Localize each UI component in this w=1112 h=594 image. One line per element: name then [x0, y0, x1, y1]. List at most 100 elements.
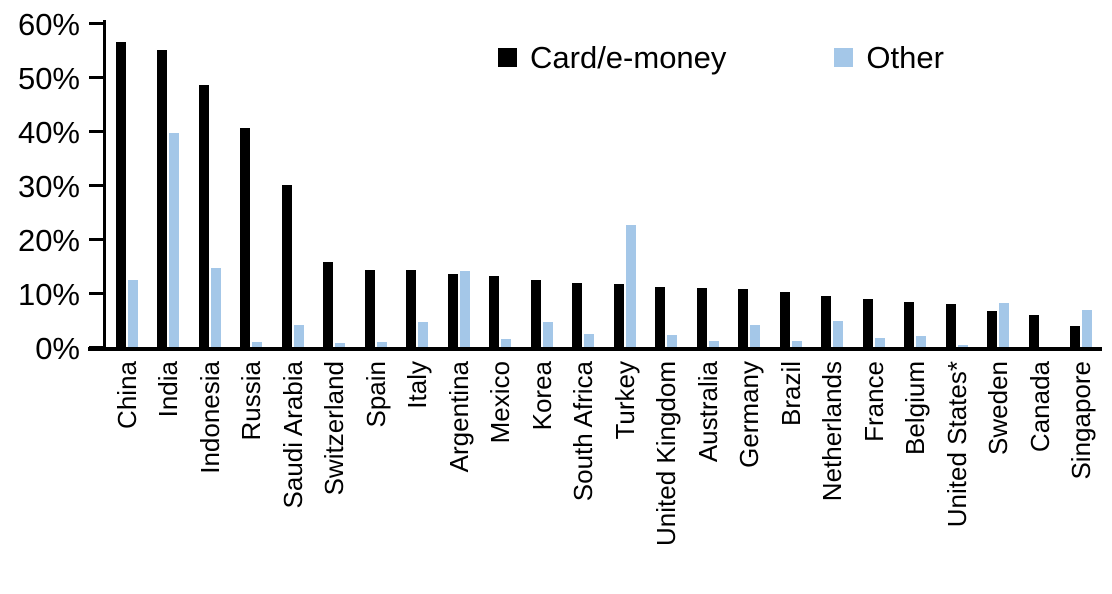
legend: Card/e-money Other	[498, 42, 944, 73]
bar-card-e-money-switzerland	[323, 262, 334, 347]
legend-swatch-other	[834, 48, 854, 67]
x-category-label-germany: Germany	[734, 361, 765, 468]
x-label-cell-mexico: Mexico	[480, 361, 522, 443]
y-tick-label-0: 0%	[35, 331, 80, 366]
x-label-cell-india: India	[148, 361, 190, 417]
bar-group-china	[106, 23, 148, 347]
x-category-label-france: France	[858, 361, 889, 442]
x-category-label-united-states: United States*	[941, 361, 972, 528]
bar-other-indonesia	[210, 268, 221, 347]
x-category-label-indonesia: Indonesia	[194, 361, 225, 474]
x-category-label-argentina: Argentina	[443, 361, 474, 473]
bar-group-italy	[397, 23, 439, 347]
bar-group-turkey	[604, 23, 646, 347]
bar-card-e-money-netherlands	[821, 296, 832, 347]
x-label-cell-italy: Italy	[397, 361, 439, 409]
x-category-label-saudi-arabia: Saudi Arabia	[277, 361, 308, 509]
bar-card-e-money-indonesia	[198, 85, 209, 347]
bar-card-e-money-united-kingdom	[655, 286, 666, 347]
bar-group-netherlands	[812, 23, 854, 347]
x-label-cell-united-kingdom: United Kingdom	[646, 361, 688, 546]
x-label-cell-korea: Korea	[521, 361, 563, 430]
bar-group-sweden	[978, 23, 1020, 347]
x-category-label-netherlands: Netherlands	[817, 361, 848, 502]
bar-other-italy	[418, 321, 429, 347]
x-category-label-united-kingdom: United Kingdom	[651, 361, 682, 546]
bar-card-e-money-brazil	[779, 292, 790, 347]
y-tick-label-40: 40%	[17, 115, 80, 150]
bar-group-united-kingdom	[646, 23, 688, 347]
x-label-cell-argentina: Argentina	[438, 361, 480, 472]
x-label-cell-france: France	[853, 361, 895, 442]
bar-other-russia	[252, 341, 263, 347]
bar-card-e-money-korea	[530, 280, 541, 347]
y-tick-10	[89, 292, 104, 295]
bar-other-singapore	[1082, 310, 1093, 347]
y-tick-label-20: 20%	[17, 223, 80, 258]
x-category-label-belgium: Belgium	[900, 361, 931, 455]
y-tick-50	[89, 76, 104, 79]
x-category-label-brazil: Brazil	[775, 361, 806, 427]
bar-other-australia	[708, 341, 719, 347]
bar-other-saudi-arabia	[293, 325, 304, 347]
bar-card-e-money-argentina	[447, 273, 458, 347]
bar-card-e-money-france	[862, 299, 873, 347]
x-label-cell-saudi-arabia: Saudi Arabia	[272, 361, 314, 508]
x-category-label-spain: Spain	[360, 361, 391, 428]
bar-other-argentina	[459, 271, 470, 347]
bar-group-india	[148, 23, 190, 347]
x-label-cell-china: China	[106, 361, 148, 429]
bar-group-saudi-arabia	[272, 23, 314, 347]
x-category-label-china: China	[111, 361, 142, 429]
bar-card-e-money-germany	[738, 289, 749, 347]
bar-other-belgium	[916, 335, 927, 347]
legend-item-other: Other	[834, 42, 944, 73]
y-tick-label-30: 30%	[17, 169, 80, 204]
y-tick-label-10: 10%	[17, 277, 80, 312]
x-category-label-australia: Australia	[692, 361, 723, 463]
x-category-label-korea: Korea	[526, 361, 557, 431]
bar-card-e-money-south-africa	[572, 283, 583, 347]
bar-group-spain	[355, 23, 397, 347]
x-category-label-singapore: Singapore	[1066, 361, 1097, 480]
bar-card-e-money-italy	[406, 270, 417, 347]
x-label-cell-singapore: Singapore	[1061, 361, 1103, 480]
x-label-cell-united-states: United States*	[936, 361, 978, 527]
bar-other-united-states	[957, 345, 968, 347]
bar-card-e-money-saudi-arabia	[281, 185, 292, 347]
bar-card-e-money-united-states	[945, 303, 956, 347]
y-tick-label-50: 50%	[17, 61, 80, 96]
x-label-cell-turkey: Turkey	[604, 361, 646, 440]
y-tick-30	[89, 184, 104, 187]
bar-other-france	[874, 338, 885, 347]
x-category-label-south-africa: South Africa	[568, 361, 599, 502]
x-category-label-switzerland: Switzerland	[319, 361, 350, 496]
bar-other-india	[169, 132, 180, 347]
y-tick-20	[89, 238, 104, 241]
x-label-cell-spain: Spain	[355, 361, 397, 428]
bar-group-brazil	[770, 23, 812, 347]
bar-card-e-money-canada	[1028, 314, 1039, 347]
x-label-cell-netherlands: Netherlands	[812, 361, 854, 501]
bar-card-e-money-india	[157, 50, 168, 347]
bar-group-russia	[231, 23, 273, 347]
legend-item-card-e-money: Card/e-money	[498, 42, 726, 73]
x-label-cell-brazil: Brazil	[770, 361, 812, 426]
bar-group-indonesia	[189, 23, 231, 347]
x-category-label-russia: Russia	[236, 361, 267, 441]
bar-group-south-africa	[563, 23, 605, 347]
bar-group-canada	[1019, 23, 1061, 347]
x-label-cell-indonesia: Indonesia	[189, 361, 231, 474]
x-category-label-mexico: Mexico	[485, 361, 516, 444]
bar-other-netherlands	[833, 320, 844, 347]
x-label-cell-russia: Russia	[231, 361, 273, 440]
bar-group-korea	[521, 23, 563, 347]
bar-group-switzerland	[314, 23, 356, 347]
x-category-label-turkey: Turkey	[609, 361, 640, 440]
bar-group-united-states	[936, 23, 978, 347]
bar-other-united-kingdom	[667, 334, 678, 347]
legend-swatch-card-e-money	[498, 48, 517, 67]
bar-other-sweden	[999, 302, 1010, 347]
bar-group-belgium	[895, 23, 937, 347]
